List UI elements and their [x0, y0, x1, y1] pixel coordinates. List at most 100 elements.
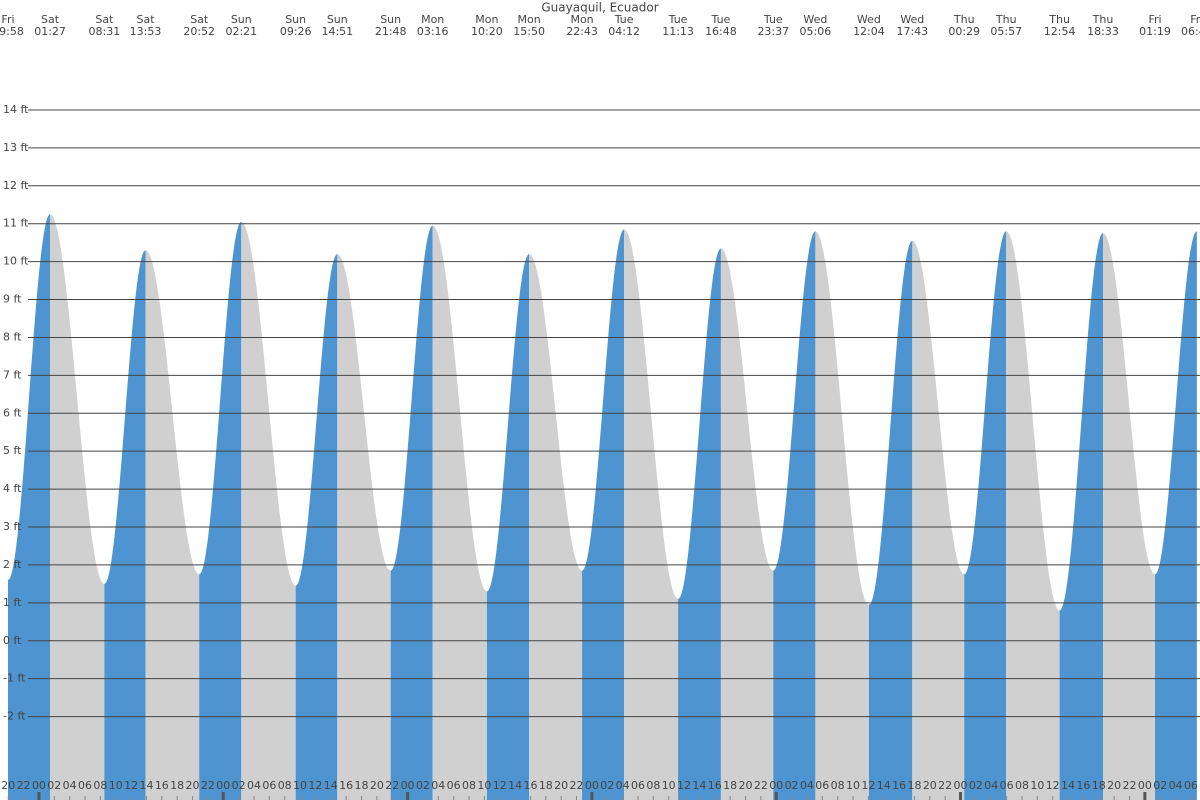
x-tick-label: 12 [493, 779, 507, 792]
x-tick-label: 08 [1015, 779, 1029, 792]
falling-tide [432, 225, 487, 800]
x-tick-label: 18 [170, 779, 184, 792]
extreme-day: Sat [41, 13, 60, 26]
extreme-time: 20:52 [183, 25, 215, 38]
rising-tide [582, 229, 625, 800]
y-tick-label: -1 ft [3, 672, 26, 685]
falling-tide [624, 229, 679, 800]
x-tick-label: 02 [1153, 779, 1167, 792]
y-tick-label: 7 ft [3, 368, 22, 381]
extreme-time: 05:57 [990, 25, 1022, 38]
x-tick-label: 10 [477, 779, 491, 792]
extreme-time: 12:04 [853, 25, 885, 38]
x-tick-label: 08 [278, 779, 292, 792]
x-tick-label: 02 [785, 779, 799, 792]
x-tick-label: 02 [969, 779, 983, 792]
x-tick-label: 18 [723, 779, 737, 792]
y-tick-label: 5 ft [3, 444, 22, 457]
extreme-day: Mon [475, 13, 498, 26]
x-tick-label: 06 [815, 779, 829, 792]
x-tick-label: 14 [508, 779, 522, 792]
y-tick-label: 0 ft [3, 634, 22, 647]
extreme-time: 04:12 [608, 25, 640, 38]
x-tick-label: 14 [877, 779, 891, 792]
extreme-time: 21:48 [375, 25, 407, 38]
y-tick-label: 10 ft [3, 255, 29, 268]
x-tick-label: 00 [769, 779, 783, 792]
extreme-day: Wed [803, 13, 827, 26]
rising-tide [773, 231, 816, 800]
x-tick-label: 08 [831, 779, 845, 792]
x-tick-label: 20 [1, 779, 15, 792]
x-tick-label: 00 [585, 779, 599, 792]
x-tick-label: 12 [124, 779, 138, 792]
rising-tide [1155, 231, 1197, 800]
extreme-day: Fri [1, 13, 14, 26]
x-tick-label: 04 [247, 779, 261, 792]
x-tick-label: 02 [600, 779, 614, 792]
x-tick-label: 06 [78, 779, 92, 792]
extreme-day: Sat [137, 13, 156, 26]
y-tick-label: 2 ft [3, 558, 22, 571]
extreme-day: Mon [421, 13, 444, 26]
x-tick-label: 22 [1122, 779, 1136, 792]
x-tick-label: 00 [216, 779, 230, 792]
x-tick-label: 10 [1030, 779, 1044, 792]
extreme-time: 06:46 [1181, 25, 1200, 38]
y-tick-label: 4 ft [3, 482, 22, 495]
falling-tide [1006, 231, 1060, 800]
rising-tide [964, 231, 1007, 800]
falling-tide [912, 240, 965, 800]
extreme-time: 01:19 [1139, 25, 1171, 38]
extreme-day: Sat [190, 13, 209, 26]
rising-tide [7, 214, 51, 800]
rising-tide [199, 221, 242, 800]
x-tick-label: 22 [17, 779, 31, 792]
x-tick-label: 16 [339, 779, 353, 792]
x-tick-label: 12 [677, 779, 691, 792]
x-tick-label: 18 [907, 779, 921, 792]
extreme-day: Sat [95, 13, 114, 26]
falling-tide [1103, 233, 1155, 800]
extreme-time: 18:33 [1087, 25, 1119, 38]
extreme-day: Sun [231, 13, 252, 26]
x-tick-label: 00 [32, 779, 46, 792]
falling-tide [145, 250, 200, 800]
x-tick-label: 06 [1000, 779, 1014, 792]
extreme-time: 22:43 [566, 25, 598, 38]
x-tick-label: 04 [431, 779, 445, 792]
x-tick-label: 00 [1138, 779, 1152, 792]
extreme-day: Tue [614, 13, 634, 26]
extreme-day: Sun [380, 13, 401, 26]
rising-tide [390, 225, 433, 800]
extreme-time: 15:50 [513, 25, 545, 38]
falling-tide [720, 248, 774, 800]
extreme-time: 03:16 [417, 25, 449, 38]
extreme-time: 19:58 [0, 25, 24, 38]
extreme-time: 23:37 [757, 25, 789, 38]
x-tick-label: 14 [692, 779, 706, 792]
x-tick-label: 02 [416, 779, 430, 792]
x-tick-label: 08 [646, 779, 660, 792]
x-tick-label: 20 [186, 779, 200, 792]
x-tick-label: 04 [1169, 779, 1183, 792]
extreme-day: Fri [1190, 13, 1200, 26]
extreme-day: Mon [570, 13, 593, 26]
x-tick-label: 12 [861, 779, 875, 792]
x-tick-label: 16 [523, 779, 537, 792]
extreme-time: 10:20 [471, 25, 503, 38]
extreme-day: Thu [995, 13, 1017, 26]
chart-title: Guayaquil, Ecuador [541, 1, 658, 15]
extreme-day: Mon [518, 13, 541, 26]
extreme-day: Thu [1092, 13, 1114, 26]
x-tick-label: 20 [923, 779, 937, 792]
y-tick-label: 14 ft [3, 103, 29, 116]
x-tick-label: 06 [262, 779, 276, 792]
extreme-day: Tue [711, 13, 731, 26]
x-tick-label: 02 [47, 779, 61, 792]
x-tick-label: 04 [63, 779, 77, 792]
extreme-time: 01:27 [34, 25, 66, 38]
x-tick-label: 16 [708, 779, 722, 792]
rising-tide [1059, 233, 1103, 800]
extreme-time: 02:21 [225, 25, 257, 38]
